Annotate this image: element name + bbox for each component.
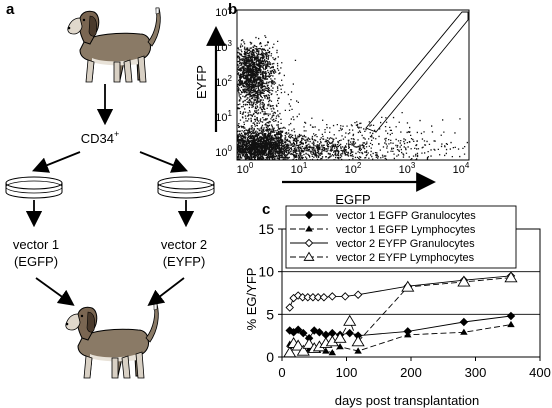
- arrow-to-dish-2: [139, 151, 189, 173]
- egfp-tick-label: 100: [237, 161, 254, 176]
- legend-entry: vector 2 EYFP Granulocytes: [290, 238, 475, 250]
- data-point: [319, 293, 329, 302]
- data-point: [328, 349, 337, 356]
- panel-b-letter: b: [228, 1, 237, 18]
- data-point: [291, 339, 305, 351]
- data-point: [285, 303, 294, 312]
- data-point: [283, 346, 297, 358]
- data-point: [304, 210, 314, 220]
- scatter-events: [237, 35, 468, 160]
- data-point: [293, 325, 303, 334]
- vector-1-label: vector 1: [13, 237, 59, 252]
- y-tick-label: 5: [266, 306, 274, 322]
- panel-a-letter: a: [6, 1, 15, 18]
- egfp-tick-label: 104: [453, 161, 470, 176]
- vector-2-label: vector 2: [161, 237, 207, 252]
- data-point: [296, 344, 310, 356]
- data-point: [313, 293, 323, 302]
- data-point: [285, 326, 294, 335]
- egfp-tick-label: 103: [399, 161, 416, 176]
- arrow-vector1-to-recipient: [35, 277, 75, 306]
- cd34-label: CD34+: [81, 129, 120, 146]
- legend-entry: vector 2 EYFP Lymphocytes: [290, 251, 475, 264]
- eyfp-tick-label: 102: [215, 74, 232, 89]
- arrow-vector2-to-recipient: [147, 277, 185, 306]
- data-point: [459, 317, 469, 327]
- culture-dish-1-icon: [5, 176, 63, 199]
- gate-outline: [365, 11, 469, 133]
- legend-label: vector 2 EYFP Lymphocytes: [336, 252, 475, 264]
- vector-1-reporter: (EGFP): [14, 254, 58, 269]
- y-tick-label: 15: [258, 221, 274, 237]
- data-point: [315, 328, 324, 337]
- legend-entry: vector 1 EGFP Granulocytes: [290, 210, 476, 222]
- data-point: [401, 280, 415, 292]
- x-tick-label: 400: [529, 365, 551, 380]
- data-point: [457, 275, 471, 287]
- beagle-donor-icon: [67, 7, 161, 83]
- series-4: [283, 271, 518, 358]
- data-point: [460, 328, 468, 335]
- data-point: [506, 311, 516, 321]
- data-point: [507, 320, 515, 328]
- data-point: [351, 335, 365, 347]
- y-tick-label: 0: [266, 349, 274, 365]
- panel-c-letter: c: [262, 201, 270, 218]
- vector-2-reporter: (EYFP): [163, 254, 206, 269]
- data-point: [353, 290, 363, 299]
- data-point: [333, 331, 347, 343]
- eyfp-tick-label: 100: [215, 144, 232, 159]
- data-point: [404, 331, 412, 338]
- eyfp-tick-label: 101: [215, 109, 232, 124]
- data-point: [299, 328, 308, 338]
- y-axis-label: % EG/YFP: [244, 268, 259, 331]
- x-tick-label: 300: [465, 365, 487, 380]
- data-point: [354, 347, 362, 354]
- data-point: [304, 238, 314, 248]
- data-point: [345, 328, 354, 338]
- data-point: [303, 251, 315, 261]
- eyfp-tick-label: 103: [215, 39, 232, 54]
- data-point: [504, 271, 518, 283]
- series-3: [285, 271, 516, 312]
- arrow-to-dish-1: [31, 151, 81, 173]
- legend-label: vector 2 EYFP Granulocytes: [336, 238, 475, 250]
- series-line: [289, 275, 512, 308]
- legend-label: vector 1 EGFP Granulocytes: [336, 210, 476, 222]
- chart-legend: vector 1 EGFP Granulocytes vector 1 EGFP …: [285, 205, 517, 269]
- legend-label: vector 1 EGFP Lymphocytes: [336, 224, 476, 236]
- eyfp-axis-label: EYFP: [194, 65, 209, 99]
- data-point: [305, 225, 313, 232]
- x-tick-label: 200: [400, 365, 422, 380]
- legend-entry: vector 1 EGFP Lymphocytes: [290, 224, 476, 236]
- beagle-recipient-icon: [65, 303, 159, 379]
- y-tick-label: 10: [258, 264, 274, 280]
- data-point: [328, 292, 337, 301]
- data-point: [343, 314, 357, 326]
- x-tick-label: 100: [336, 365, 358, 380]
- eyfp-tick-label: 104: [215, 4, 232, 19]
- data-point: [336, 343, 344, 350]
- legend-box: [285, 205, 517, 269]
- scatter-frame: [236, 9, 470, 161]
- egfp-tick-label: 101: [291, 161, 308, 176]
- data-point: [340, 292, 350, 301]
- x-axis-label: days post transplantation: [335, 393, 480, 408]
- series-line: [289, 277, 512, 353]
- x-tick-label: 0: [278, 365, 285, 380]
- egfp-tick-label: 102: [345, 161, 362, 176]
- egfp-axis-label: EGFP: [335, 192, 370, 207]
- flow-cytometry-dot-plot: [236, 9, 470, 161]
- culture-dish-2-icon: [157, 176, 215, 199]
- engraftment-line-chart: 0 5 10 15 0 100 200 300 400 days post transplanta…: [244, 205, 551, 408]
